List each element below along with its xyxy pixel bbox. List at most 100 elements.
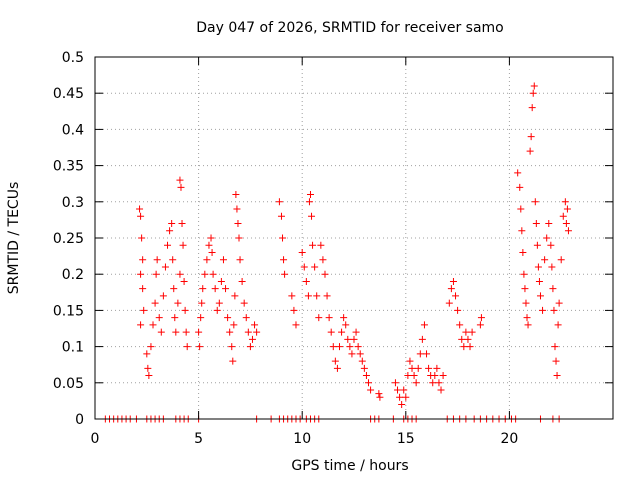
data-point xyxy=(288,292,296,300)
data-point xyxy=(219,256,227,264)
y-tick-label: 0 xyxy=(75,412,84,428)
data-point xyxy=(527,133,535,141)
data-point xyxy=(452,292,460,300)
data-point xyxy=(159,292,167,300)
y-tick-label: 0.05 xyxy=(53,376,84,392)
data-point xyxy=(360,364,368,372)
data-point xyxy=(539,306,547,314)
data-point xyxy=(242,314,250,322)
data-point xyxy=(178,220,186,228)
data-point xyxy=(217,277,225,285)
data-point xyxy=(526,147,534,155)
data-point xyxy=(143,350,151,358)
data-point xyxy=(460,343,468,351)
data-point xyxy=(477,314,485,322)
data-point xyxy=(391,379,399,387)
data-point xyxy=(161,263,169,271)
data-point xyxy=(534,263,542,271)
data-point xyxy=(279,234,287,242)
data-point xyxy=(466,343,474,351)
data-point xyxy=(177,183,185,191)
data-point xyxy=(519,248,527,256)
data-point xyxy=(523,314,531,322)
data-point xyxy=(325,314,333,322)
data-point xyxy=(222,285,230,293)
data-point xyxy=(416,350,424,358)
data-point xyxy=(137,212,145,220)
data-point xyxy=(196,343,204,351)
data-point xyxy=(140,306,148,314)
data-point xyxy=(253,328,261,336)
data-point xyxy=(172,328,180,336)
data-point xyxy=(149,321,157,329)
data-point xyxy=(144,364,152,372)
data-point xyxy=(530,82,538,90)
data-point xyxy=(313,292,321,300)
data-point xyxy=(138,234,146,242)
data-point xyxy=(275,198,283,206)
data-point xyxy=(169,256,177,264)
data-point xyxy=(431,372,439,380)
data-point xyxy=(362,372,370,380)
data-point xyxy=(555,299,563,307)
y-tick-label: 0.1 xyxy=(62,340,84,356)
data-point xyxy=(518,227,526,235)
data-point xyxy=(315,314,323,322)
data-point xyxy=(139,285,147,293)
data-point xyxy=(396,393,404,401)
data-point xyxy=(179,241,187,249)
x-tick-label: 15 xyxy=(397,431,415,447)
x-tick-label: 0 xyxy=(91,431,100,447)
data-point xyxy=(531,198,539,206)
data-point xyxy=(231,292,239,300)
data-point xyxy=(464,335,472,343)
data-point xyxy=(561,198,569,206)
data-point xyxy=(317,241,325,249)
data-point xyxy=(319,256,327,264)
data-point xyxy=(321,270,329,278)
data-point xyxy=(458,335,466,343)
y-tick-label: 0.45 xyxy=(53,86,84,102)
data-point xyxy=(445,299,453,307)
data-point xyxy=(559,212,567,220)
data-point xyxy=(549,285,557,293)
data-point xyxy=(522,299,530,307)
data-point xyxy=(213,306,221,314)
data-point xyxy=(456,321,464,329)
data-point xyxy=(543,234,551,242)
data-point xyxy=(354,343,362,351)
data-point xyxy=(244,328,252,336)
y-tick-label: 0.35 xyxy=(53,159,84,175)
data-point xyxy=(205,241,213,249)
data-point xyxy=(394,386,402,394)
data-point xyxy=(433,364,441,372)
data-point xyxy=(367,386,375,394)
data-point xyxy=(514,169,522,177)
data-point xyxy=(236,256,244,264)
data-point xyxy=(344,335,352,343)
data-point xyxy=(335,343,343,351)
data-point xyxy=(171,314,179,322)
data-point xyxy=(209,270,217,278)
x-tick-label: 20 xyxy=(500,431,518,447)
data-point xyxy=(333,364,341,372)
data-point xyxy=(302,277,310,285)
data-points xyxy=(101,82,572,423)
data-point xyxy=(521,285,529,293)
data-point xyxy=(414,364,422,372)
data-point xyxy=(232,191,240,199)
data-point xyxy=(164,241,172,249)
data-point xyxy=(305,198,313,206)
grid-lines xyxy=(95,57,613,419)
data-point xyxy=(528,104,536,112)
data-point xyxy=(410,372,418,380)
data-point xyxy=(541,256,549,264)
data-point xyxy=(228,343,236,351)
data-point xyxy=(195,328,203,336)
data-point xyxy=(406,357,414,365)
data-point xyxy=(462,328,470,336)
x-axis-label: GPS time / hours xyxy=(291,458,408,474)
data-point xyxy=(358,357,366,365)
data-point xyxy=(157,328,165,336)
data-point xyxy=(331,357,339,365)
